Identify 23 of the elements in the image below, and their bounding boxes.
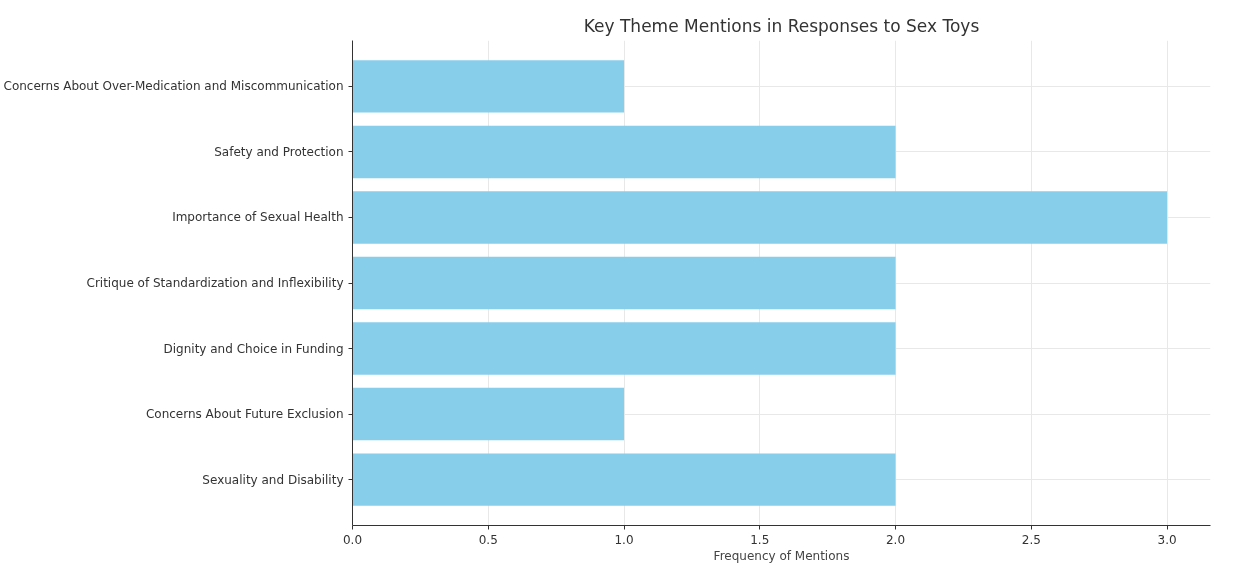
x-tick-label: 1.0: [614, 532, 634, 547]
y-tick-label: Concerns About Over-Medication and Miscommunication: [3, 79, 344, 94]
y-tick-label: Concerns About Future Exclusion: [145, 407, 344, 422]
chart-title: Key Theme Mentions in Responses to Sex Toys: [583, 15, 980, 36]
bar: [352, 322, 896, 375]
bar: [352, 191, 1168, 244]
x-tick-label: 2.0: [886, 532, 906, 547]
x-tick-label: 0.0: [342, 532, 363, 547]
bar: [352, 453, 896, 506]
y-tick-label: Safety and Protection: [214, 144, 344, 159]
x-axis-title: Frequency of Mentions: [713, 548, 850, 563]
y-tick-label: Sexuality and Disability: [202, 472, 344, 487]
bar: [352, 256, 896, 310]
x-tick-label: 1.5: [750, 532, 770, 547]
y-tick-label: Importance of Sexual Health: [172, 210, 344, 225]
y-tick-label: Critique of Standardization and Inflexibility: [86, 276, 344, 290]
x-tick-label: 2.5: [1021, 532, 1041, 547]
x-tick-label: 3.0: [1157, 532, 1177, 547]
y-tick-label: Dignity and Choice in Funding: [163, 341, 344, 356]
bar: [352, 60, 625, 113]
x-tick-label: 0.5: [478, 532, 498, 547]
bar: [352, 125, 896, 179]
bar: [352, 387, 625, 441]
